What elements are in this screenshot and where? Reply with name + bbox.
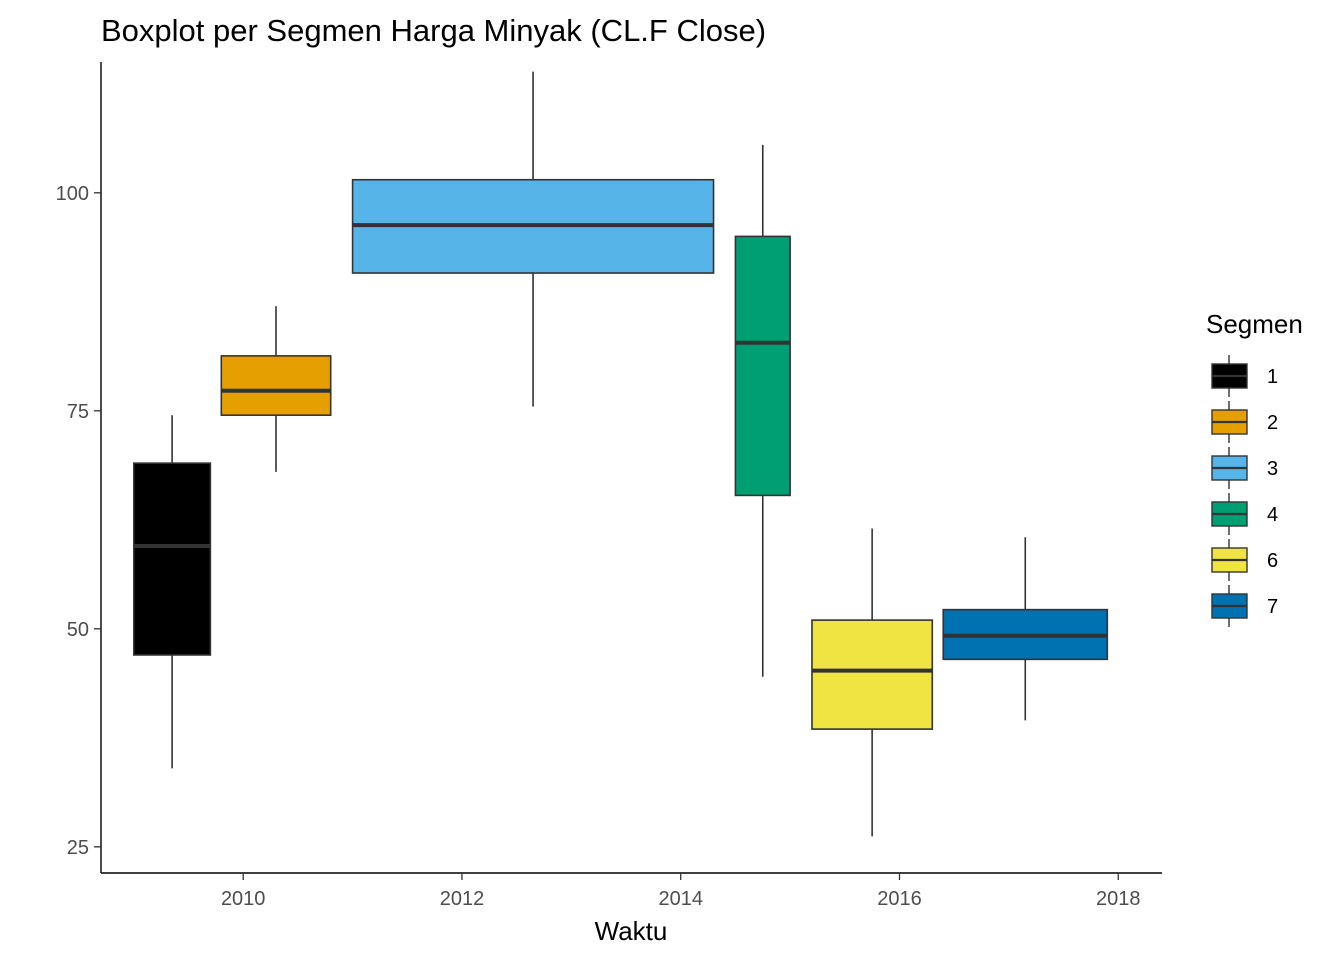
legend-label: 1 [1267, 366, 1278, 388]
box-iqr-6 [811, 619, 934, 730]
legend-item-2: 2 [1211, 401, 1278, 443]
x-tick-label: 2018 [1096, 888, 1141, 910]
legend-item-7: 7 [1211, 585, 1278, 627]
x-tick-label: 2010 [221, 888, 266, 910]
y-tick-label: 25 [67, 837, 89, 859]
legend-label: 7 [1267, 596, 1278, 618]
legend-label: 3 [1267, 458, 1278, 480]
y-tick-label: 100 [56, 183, 89, 205]
chart-title: Boxplot per Segmen Harga Minyak (CL.F Cl… [101, 13, 766, 48]
x-axis-title: Waktu [595, 916, 668, 946]
legend: Segmen 1 2 3 4 6 7 [1206, 309, 1303, 627]
box-iqr-2 [220, 355, 332, 416]
y-tick-label: 50 [67, 619, 89, 641]
box-segment-6 [811, 528, 934, 837]
legend-item-6: 6 [1211, 539, 1278, 581]
y-axis-ticks: 25 50 75 100 [56, 183, 101, 859]
x-tick-label: 2014 [658, 888, 703, 910]
x-axis-ticks: 2010 2012 2014 2016 2018 [221, 873, 1141, 910]
legend-title: Segmen [1206, 309, 1303, 339]
plot-area [133, 71, 1109, 837]
x-tick-label: 2016 [877, 888, 922, 910]
legend-label: 6 [1267, 550, 1278, 572]
legend-item-1: 1 [1211, 355, 1278, 397]
box-segment-7 [942, 537, 1109, 721]
y-tick-label: 75 [67, 401, 89, 423]
box-segment-4 [734, 144, 791, 677]
legend-item-4: 4 [1211, 493, 1278, 535]
legend-item-3: 3 [1211, 447, 1278, 489]
box-segment-2 [220, 306, 332, 472]
legend-label: 4 [1267, 504, 1278, 526]
x-tick-label: 2012 [440, 888, 485, 910]
box-iqr-4 [734, 235, 791, 497]
box-iqr-1 [133, 462, 212, 656]
legend-label: 2 [1267, 412, 1278, 434]
box-segment-1 [133, 415, 212, 769]
box-segment-3 [351, 71, 715, 407]
